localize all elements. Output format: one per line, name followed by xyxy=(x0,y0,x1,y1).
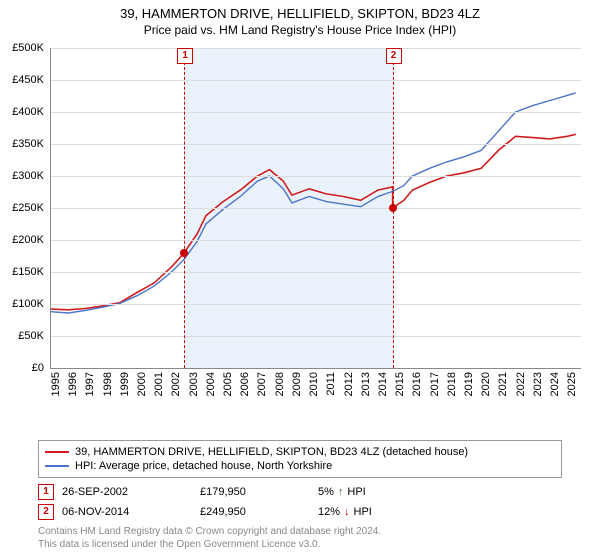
transaction-row: 2 06-NOV-2014 £249,950 12% ↓ HPI xyxy=(38,502,562,522)
gridline xyxy=(51,272,581,273)
series-line-hpi xyxy=(51,93,576,313)
y-axis-label: £200K xyxy=(12,234,44,246)
diff-pct: 5% xyxy=(318,486,334,498)
marker-dot xyxy=(389,204,397,212)
legend-label-property: 39, HAMMERTON DRIVE, HELLIFIELD, SKIPTON… xyxy=(75,446,468,458)
x-axis-label: 2015 xyxy=(394,372,406,396)
footer-line1: Contains HM Land Registry data © Crown c… xyxy=(38,526,562,539)
transaction-marker-1: 1 xyxy=(38,484,54,500)
y-axis-label: £50K xyxy=(18,330,44,342)
x-axis-label: 2014 xyxy=(377,372,389,396)
y-axis-label: £500K xyxy=(12,42,44,54)
marker-box: 2 xyxy=(386,48,402,64)
gridline xyxy=(51,208,581,209)
y-axis-label: £450K xyxy=(12,74,44,86)
y-axis-label: £100K xyxy=(12,298,44,310)
x-axis-label: 2009 xyxy=(291,372,303,396)
arrow-up-icon: ↑ xyxy=(338,486,344,498)
footer-attribution: Contains HM Land Registry data © Crown c… xyxy=(38,526,562,551)
y-axis-label: £350K xyxy=(12,138,44,150)
x-axis-label: 2003 xyxy=(188,372,200,396)
legend-box: 39, HAMMERTON DRIVE, HELLIFIELD, SKIPTON… xyxy=(38,440,562,478)
transaction-price: £249,950 xyxy=(200,506,310,518)
arrow-down-icon: ↓ xyxy=(344,506,350,518)
footer-line2: This data is licensed under the Open Gov… xyxy=(38,539,562,552)
title-block: 39, HAMMERTON DRIVE, HELLIFIELD, SKIPTON… xyxy=(0,0,600,37)
x-axis-label: 2002 xyxy=(170,372,182,396)
plot-region: 12 xyxy=(50,48,581,369)
x-axis-label: 2013 xyxy=(360,372,372,396)
chart-subtitle: Price paid vs. HM Land Registry's House … xyxy=(0,23,600,37)
x-axis-label: 2004 xyxy=(205,372,217,396)
transaction-date: 26-SEP-2002 xyxy=(62,486,192,498)
gridline xyxy=(51,240,581,241)
transactions-table: 1 26-SEP-2002 £179,950 5% ↑ HPI 2 06-NOV… xyxy=(38,482,562,522)
x-axis-label: 2011 xyxy=(325,372,337,396)
x-axis-label: 1997 xyxy=(84,372,96,396)
gridline xyxy=(51,336,581,337)
marker-line xyxy=(184,62,185,368)
gridline xyxy=(51,48,581,49)
marker-line xyxy=(393,62,394,368)
x-axis-label: 2018 xyxy=(446,372,458,396)
y-axis-label: £0 xyxy=(32,362,44,374)
x-axis-label: 1996 xyxy=(67,372,79,396)
transaction-row: 1 26-SEP-2002 £179,950 5% ↑ HPI xyxy=(38,482,562,502)
transaction-price: £179,950 xyxy=(200,486,310,498)
x-axis-label: 2008 xyxy=(274,372,286,396)
x-axis-label: 2024 xyxy=(549,372,561,396)
chart-container: 39, HAMMERTON DRIVE, HELLIFIELD, SKIPTON… xyxy=(0,0,600,560)
gridline xyxy=(51,304,581,305)
y-axis-label: £300K xyxy=(12,170,44,182)
x-axis-label: 1995 xyxy=(50,372,62,396)
x-axis-label: 1999 xyxy=(119,372,131,396)
x-axis-label: 2020 xyxy=(480,372,492,396)
transaction-diff: 5% ↑ HPI xyxy=(318,486,428,498)
x-axis-label: 2017 xyxy=(429,372,441,396)
x-axis-label: 2000 xyxy=(136,372,148,396)
x-axis-label: 2019 xyxy=(463,372,475,396)
series-line-property xyxy=(51,134,576,309)
transaction-diff: 12% ↓ HPI xyxy=(318,506,428,518)
gridline xyxy=(51,144,581,145)
x-axis-label: 2022 xyxy=(515,372,527,396)
legend-swatch-hpi xyxy=(45,465,69,467)
diff-vs: HPI xyxy=(354,506,372,518)
x-axis-label: 2005 xyxy=(222,372,234,396)
x-axis-label: 2025 xyxy=(566,372,578,396)
x-axis-label: 1998 xyxy=(102,372,114,396)
marker-box: 1 xyxy=(177,48,193,64)
x-axis-label: 2012 xyxy=(343,372,355,396)
legend-item-hpi: HPI: Average price, detached house, Nort… xyxy=(45,459,555,473)
x-axis-label: 2001 xyxy=(153,372,165,396)
y-axis-label: £150K xyxy=(12,266,44,278)
chart-area: 12 £0£50K£100K£150K£200K£250K£300K£350K£… xyxy=(50,48,580,408)
legend-swatch-property xyxy=(45,451,69,453)
gridline xyxy=(51,80,581,81)
x-axis-label: 2021 xyxy=(497,372,509,396)
x-axis-label: 2006 xyxy=(239,372,251,396)
marker-dot xyxy=(180,249,188,257)
transaction-marker-2: 2 xyxy=(38,504,54,520)
legend-label-hpi: HPI: Average price, detached house, Nort… xyxy=(75,460,332,472)
x-axis-label: 2023 xyxy=(532,372,544,396)
gridline xyxy=(51,176,581,177)
x-axis-label: 2007 xyxy=(256,372,268,396)
legend-item-property: 39, HAMMERTON DRIVE, HELLIFIELD, SKIPTON… xyxy=(45,445,555,459)
y-axis-label: £250K xyxy=(12,202,44,214)
gridline xyxy=(51,112,581,113)
diff-pct: 12% xyxy=(318,506,340,518)
diff-vs: HPI xyxy=(347,486,365,498)
x-axis-label: 2010 xyxy=(308,372,320,396)
transaction-date: 06-NOV-2014 xyxy=(62,506,192,518)
chart-title: 39, HAMMERTON DRIVE, HELLIFIELD, SKIPTON… xyxy=(0,6,600,21)
y-axis-label: £400K xyxy=(12,106,44,118)
x-axis-label: 2016 xyxy=(411,372,423,396)
